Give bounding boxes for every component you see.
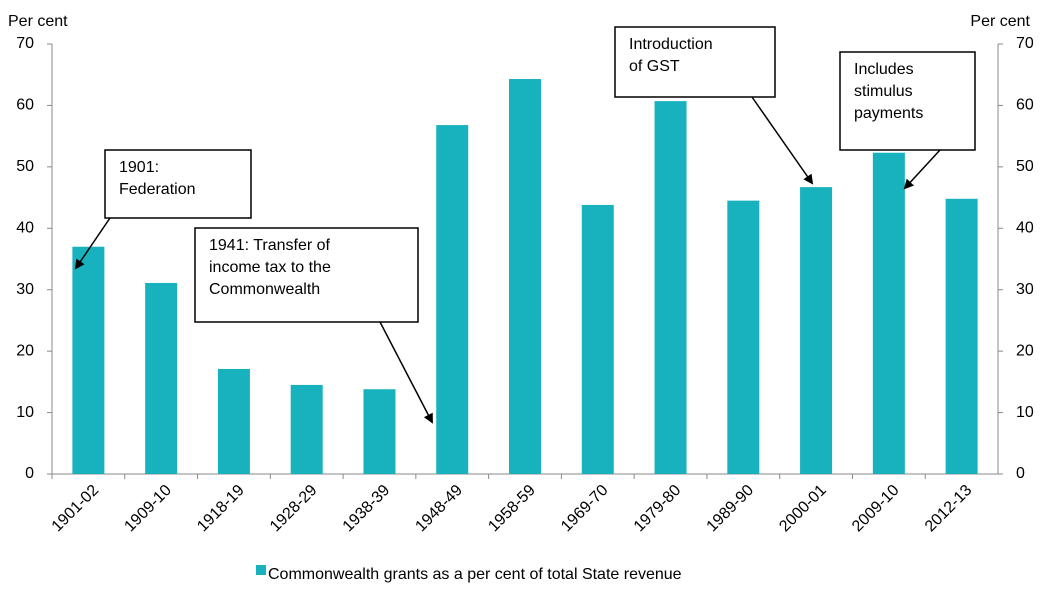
annotation-box bbox=[614, 26, 776, 98]
annotation-box bbox=[104, 149, 252, 219]
bar bbox=[509, 79, 541, 474]
y-axis-label: Per cent bbox=[8, 13, 68, 30]
y2-tick-label: 60 bbox=[1016, 97, 1034, 114]
y-tick-label: 30 bbox=[16, 281, 34, 298]
bar bbox=[72, 246, 105, 474]
annotation-arrow bbox=[903, 149, 941, 190]
annotation-text: 1901: bbox=[119, 159, 159, 176]
y-tick-label: 0 bbox=[25, 465, 34, 482]
x-tick-label: 1948-49 bbox=[413, 482, 467, 536]
y2-axis-label: Per cent bbox=[970, 13, 1030, 30]
y-tick-label: 70 bbox=[16, 35, 34, 52]
annotation-text: income tax to the bbox=[209, 259, 331, 276]
annotation-arrow bbox=[751, 96, 814, 185]
y2-tick-label: 70 bbox=[1016, 35, 1034, 52]
legend-swatch bbox=[256, 565, 266, 575]
y2-tick-label: 20 bbox=[1016, 342, 1034, 359]
y2-tick-label: 0 bbox=[1016, 465, 1025, 482]
annotation: 1901: Federation bbox=[74, 149, 252, 270]
annotation-arrow bbox=[74, 217, 111, 270]
y-tick-label: 40 bbox=[16, 220, 34, 237]
annotation: Introduction of GST bbox=[614, 26, 814, 185]
bar bbox=[436, 125, 469, 474]
y2-tick-label: 10 bbox=[1016, 404, 1034, 421]
y2-tick-label: 50 bbox=[1016, 158, 1034, 175]
bar bbox=[581, 204, 614, 474]
bar bbox=[363, 389, 396, 474]
x-tick-label: 1979-80 bbox=[631, 482, 685, 536]
bar bbox=[872, 152, 905, 474]
x-tick-label: 1958-59 bbox=[485, 482, 539, 536]
x-tick-label: 2012-13 bbox=[922, 482, 976, 536]
y-tick-label: 20 bbox=[16, 342, 34, 359]
annotation-text: payments bbox=[854, 105, 923, 122]
x-tick-label: 1918-19 bbox=[194, 482, 248, 536]
x-tick-label: 1909-10 bbox=[121, 482, 175, 536]
bar bbox=[217, 368, 250, 474]
annotation-box bbox=[194, 227, 419, 323]
y-tick-label: 60 bbox=[16, 97, 34, 114]
annotation-text: stimulus bbox=[854, 83, 913, 100]
x-tick-label: 1969-70 bbox=[558, 482, 612, 536]
x-tick-label: 1938-39 bbox=[340, 482, 394, 536]
annotation-text: Federation bbox=[119, 181, 196, 198]
annotation-text: Includes bbox=[854, 61, 914, 78]
y2-tick-label: 30 bbox=[1016, 281, 1034, 298]
bar bbox=[727, 200, 760, 474]
x-tick-label: 2000-01 bbox=[776, 482, 830, 536]
bar bbox=[654, 101, 687, 474]
annotation-text: Commonwealth bbox=[209, 281, 320, 298]
annotation: Includes stimulus payments bbox=[839, 51, 976, 190]
legend-label: Commonwealth grants as a per cent of tot… bbox=[268, 566, 682, 583]
bar bbox=[145, 282, 178, 474]
annotation: 1941: Transfer of income tax to the Common… bbox=[194, 227, 433, 424]
annotation-box bbox=[839, 51, 976, 151]
x-tick-label: 1928-29 bbox=[267, 482, 321, 536]
y-tick-label: 10 bbox=[16, 404, 34, 421]
y-tick-label: 50 bbox=[16, 158, 34, 175]
x-tick-label: 1901-02 bbox=[49, 482, 103, 536]
bar bbox=[800, 187, 833, 474]
y2-tick-label: 40 bbox=[1016, 220, 1034, 237]
x-tick-label: 2009-10 bbox=[849, 482, 903, 536]
annotation-arrow bbox=[379, 321, 433, 424]
x-tick-label: 1989-90 bbox=[704, 482, 758, 536]
annotation-text: 1941: Transfer of bbox=[209, 237, 331, 254]
bar bbox=[945, 198, 978, 475]
annotation-text: Introduction bbox=[629, 36, 713, 53]
annotation-text: of GST bbox=[629, 58, 680, 75]
bar bbox=[290, 384, 323, 474]
